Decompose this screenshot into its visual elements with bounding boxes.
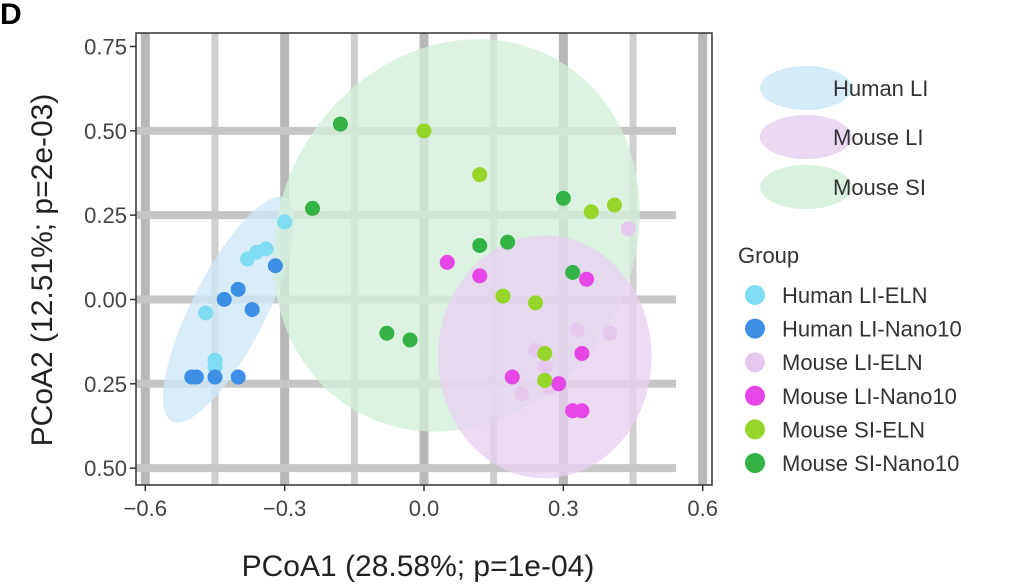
legend-swatch-mouse-si-nano10 [745, 453, 765, 473]
point-mouse-si-eln [495, 288, 511, 304]
point-human-li-eln [198, 305, 214, 321]
point-human-li-nano10 [184, 369, 200, 385]
legend-label: Mouse SI-ELN [782, 417, 925, 442]
x-tick-label: 0.0 [409, 496, 440, 521]
point-human-li-nano10 [267, 258, 283, 274]
point-mouse-li-nano10 [472, 268, 488, 284]
point-mouse-li-eln [537, 359, 553, 375]
point-mouse-si-nano10 [565, 264, 581, 280]
point-mouse-si-nano10 [379, 325, 395, 341]
point-mouse-li-nano10 [551, 376, 567, 392]
legend-label: Mouse LI-Nano10 [782, 384, 957, 409]
x-tick-label: −0.6 [124, 496, 167, 521]
point-human-li-eln [239, 251, 255, 267]
point-mouse-si-eln [527, 295, 543, 311]
legend-swatch-mouse-li-nano10 [745, 385, 765, 406]
point-mouse-si-eln [583, 204, 599, 220]
point-human-li-nano10 [230, 281, 246, 297]
x-tick-label: 0.3 [548, 496, 579, 521]
point-mouse-si-eln [606, 197, 622, 213]
legend-label: Mouse SI-Nano10 [782, 451, 959, 476]
x-tick-label: 0.6 [687, 496, 718, 521]
point-human-li-nano10 [216, 291, 232, 307]
point-mouse-si-nano10 [472, 238, 488, 254]
point-human-li-nano10 [230, 369, 246, 385]
legend-title: Group [738, 243, 799, 268]
y-tick-label: 0.00 [84, 287, 127, 312]
legend-swatch-human-li-nano10 [745, 318, 765, 339]
point-mouse-li-nano10 [574, 403, 590, 419]
point-mouse-si-eln [537, 372, 553, 388]
y-tick-label: 0.75 [84, 34, 127, 59]
point-mouse-li-nano10 [439, 254, 455, 270]
point-human-li-nano10 [207, 369, 223, 385]
point-mouse-li-eln [514, 386, 530, 402]
point-mouse-si-eln [537, 345, 553, 361]
point-mouse-si-eln [472, 167, 488, 183]
panel-label: D [0, 0, 22, 31]
point-mouse-li-eln [602, 325, 618, 341]
y-tick-label: 0.50 [84, 456, 127, 481]
legend-swatch-mouse-li-eln [745, 352, 765, 373]
point-mouse-si-eln [416, 123, 432, 139]
legend-label: Mouse SI [833, 175, 926, 200]
point-mouse-si-nano10 [402, 332, 418, 348]
x-axis-title: PCoA1 (28.58%; p=1e-04) [242, 550, 595, 583]
point-mouse-si-nano10 [305, 200, 321, 216]
legend-swatch-human-li-eln [745, 285, 765, 305]
legend-label: Human LI-ELN [782, 283, 928, 308]
x-tick-label: −0.3 [263, 496, 306, 521]
legend-swatch-mouse-si [760, 165, 852, 209]
point-mouse-li-nano10 [504, 369, 520, 385]
y-axis-title: PCoA2 (12.51%; p=2e-03) [26, 94, 59, 447]
point-human-li-nano10 [244, 302, 260, 318]
point-mouse-si-nano10 [555, 190, 571, 206]
y-tick-label: 0.50 [84, 119, 127, 144]
legend-label: Mouse LI [833, 125, 924, 150]
legend-swatch-mouse-li [760, 115, 852, 159]
point-human-li-eln [258, 241, 274, 257]
y-tick-label: 0.25 [84, 203, 127, 228]
legend-swatch-human-li [760, 66, 852, 110]
point-mouse-si-nano10 [332, 116, 348, 132]
point-mouse-li-eln [569, 322, 585, 338]
point-mouse-li-nano10 [574, 345, 590, 361]
point-human-li-eln [277, 214, 293, 230]
legend-label: Human LI [833, 76, 928, 101]
point-mouse-li-eln [620, 221, 636, 237]
legend-label: Human LI-Nano10 [782, 317, 962, 342]
point-mouse-si-nano10 [500, 234, 516, 250]
y-tick-label: 0.25 [84, 372, 127, 397]
legend-swatch-mouse-si-eln [745, 419, 765, 440]
legend-label: Mouse LI-ELN [782, 350, 923, 375]
point-mouse-li-nano10 [579, 271, 595, 287]
